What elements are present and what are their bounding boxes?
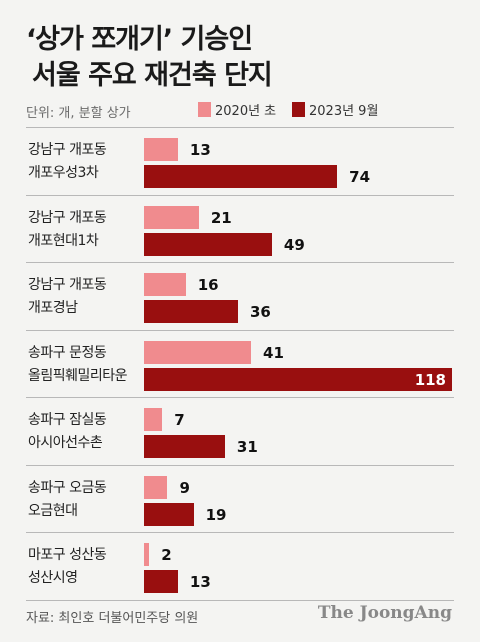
title-line-1: ‘상가 쪼개기’ 기승인 [26,24,253,55]
category-district: 강남구 개포동 [28,209,107,226]
divider-row [26,262,454,263]
value-label: 36 [249,303,271,321]
divider-row [26,329,454,331]
legend-label-2020: 2020년 초 [215,104,277,119]
value-label: 21 [210,208,232,227]
category-complex: 개포현대1차 [28,232,99,249]
brand-logo: The JoongAng [317,603,452,623]
category-complex: 개포우성3차 [28,165,99,181]
divider-row [26,599,454,601]
value-label: 2 [161,546,172,564]
bar-2023 [144,367,452,391]
bar-2020 [144,138,178,161]
divider-row [26,397,454,398]
bar-2020 [144,340,252,364]
legend-swatch-2020 [198,102,211,117]
value-label: 31 [236,438,258,456]
title-line-2: 서울 주요 재건축 단지 [32,60,273,91]
category-complex: 아시아선수촌 [28,435,103,451]
category-complex: 오금현대 [28,502,78,519]
category-district: 강남구 개포동 [28,277,107,293]
source-note: 자료: 최인호 더불어민주당 의원 [26,611,199,626]
category-district: 송파구 문정동 [28,344,107,361]
chart-title: ‘상가 쪼개기’ 기승인 서울 주요 재건축 단지 [26,22,273,94]
category-district: 송파구 오금동 [28,479,107,496]
value-label: 19 [205,505,227,524]
value-label: 7 [174,411,185,429]
value-label: 16 [197,276,219,294]
bar-2023 [144,502,194,526]
divider-row [26,194,454,196]
bar-2023 [144,435,225,458]
value-label: 13 [189,141,211,159]
category-complex: 성산시영 [28,570,78,586]
bar-2023 [144,165,338,188]
legend-item-2020: 2020년 초 [198,100,276,119]
bar-2020 [144,273,186,296]
bar-2020 [144,408,163,431]
value-label: 118 [414,370,446,389]
divider-top [26,127,454,128]
category-district: 마포구 성산동 [28,547,107,563]
value-label: 74 [349,168,371,186]
bar-2023 [144,300,238,323]
bar-2020 [144,475,168,499]
bar-2023 [144,570,178,593]
category-district: 강남구 개포동 [28,142,107,158]
unit-label: 단위: 개, 분할 상가 [26,106,131,121]
value-label: 9 [179,478,190,497]
legend-label-2023: 2023년 9월 [309,104,379,119]
bar-2023 [144,232,272,256]
category-complex: 올림픽훼밀리타운 [28,367,128,384]
category-district: 송파구 잠실동 [28,412,107,428]
value-label: 49 [283,235,305,254]
legend-item-2023: 2023년 9월 [292,100,378,119]
value-label: 13 [189,573,211,591]
value-label: 41 [263,343,284,362]
legend-swatch-2023 [292,102,305,117]
divider-row [26,464,454,466]
bar-2020 [144,205,199,229]
divider-row [26,532,454,533]
category-complex: 개포경남 [28,300,78,316]
bar-2020 [144,543,150,566]
